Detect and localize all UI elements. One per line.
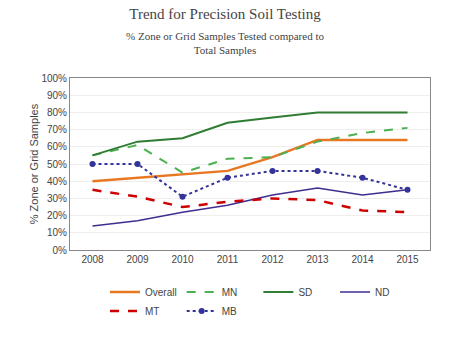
svg-text:MT: MT — [145, 306, 159, 317]
svg-text:10%: 10% — [47, 227, 67, 238]
svg-text:70%: 70% — [47, 124, 67, 135]
svg-text:2009: 2009 — [126, 254, 149, 265]
svg-text:2014: 2014 — [351, 254, 374, 265]
svg-text:MN: MN — [222, 287, 238, 298]
svg-text:0%: 0% — [53, 245, 68, 256]
svg-text:Overall: Overall — [145, 287, 177, 298]
svg-text:% Zone or Grid Samples Tested: % Zone or Grid Samples Tested compared t… — [126, 30, 324, 56]
svg-text:2013: 2013 — [306, 254, 329, 265]
svg-text:50%: 50% — [47, 159, 67, 170]
svg-text:20%: 20% — [47, 210, 67, 221]
svg-text:2008: 2008 — [81, 254, 104, 265]
svg-text:ND: ND — [375, 287, 389, 298]
svg-text:Trend for Precision Soil Testi: Trend for Precision Soil Testing — [129, 6, 321, 22]
svg-text:% Zone or Grid Samples: % Zone or Grid Samples — [28, 103, 40, 224]
svg-text:2011: 2011 — [217, 254, 239, 265]
svg-text:2015: 2015 — [396, 254, 419, 265]
svg-text:80%: 80% — [47, 107, 67, 118]
svg-text:60%: 60% — [47, 141, 67, 152]
svg-text:100%: 100% — [41, 73, 67, 84]
svg-text:90%: 90% — [47, 90, 67, 101]
svg-text:2010: 2010 — [171, 254, 194, 265]
svg-text:30%: 30% — [47, 193, 67, 204]
svg-text:SD: SD — [298, 287, 312, 298]
svg-text:2012: 2012 — [261, 254, 284, 265]
svg-text:40%: 40% — [47, 176, 67, 187]
svg-text:MB: MB — [222, 306, 237, 317]
